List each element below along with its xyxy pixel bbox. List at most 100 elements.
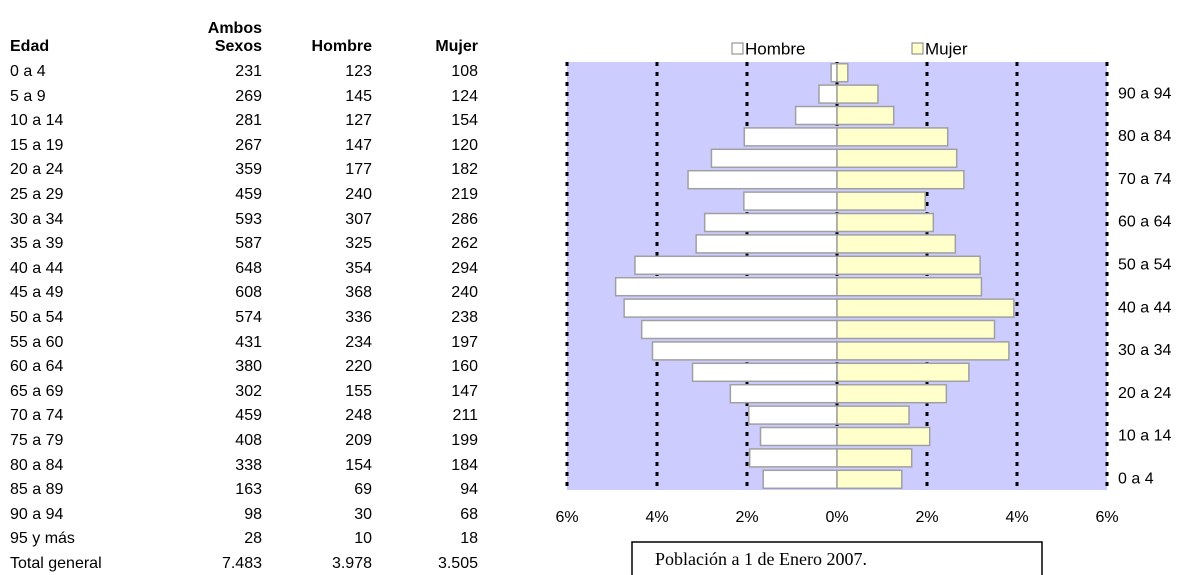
bar xyxy=(836,426,931,447)
row-label: 75 a 79 xyxy=(10,432,64,449)
x-tick-label: 0% xyxy=(825,509,848,526)
table-cell: 219 xyxy=(451,186,478,203)
y-tick-label: 30 a 34 xyxy=(1118,342,1171,359)
bar xyxy=(836,276,983,297)
bar xyxy=(836,362,970,383)
bar xyxy=(836,319,996,340)
table-cell: 459 xyxy=(235,407,262,425)
row-label: 90 a 94 xyxy=(10,505,64,523)
table-cell: 145 xyxy=(345,87,372,105)
table-cell: 3.978 xyxy=(331,555,372,572)
x-tick-label: 4% xyxy=(1005,509,1028,526)
table-cell: 248 xyxy=(345,407,372,425)
legend-label: Mujer xyxy=(925,39,968,58)
table-cell: 325 xyxy=(345,235,372,253)
table-cell: 30 xyxy=(354,505,372,523)
table-cell: 94 xyxy=(460,481,478,499)
table-cell: 184 xyxy=(451,456,478,474)
row-label: 80 a 84 xyxy=(10,456,64,474)
table-cell: 154 xyxy=(451,112,478,130)
bar xyxy=(836,234,957,254)
table-cell: 281 xyxy=(235,112,262,130)
row-label: 40 a 44 xyxy=(10,259,64,277)
bar xyxy=(836,105,895,126)
row-label: 60 a 64 xyxy=(10,358,64,376)
bar xyxy=(623,298,838,318)
table-cell: 10 xyxy=(354,530,372,548)
table-cell: 368 xyxy=(345,284,372,302)
table-cell: 220 xyxy=(345,358,372,376)
x-tick-label: 6% xyxy=(555,509,578,526)
row-label: 95 y más xyxy=(10,530,75,548)
bar xyxy=(762,469,838,490)
table-cell: 98 xyxy=(244,505,262,523)
bar xyxy=(836,469,903,490)
table-cell: 431 xyxy=(235,333,262,351)
x-tick-label: 6% xyxy=(1095,509,1118,526)
bar xyxy=(836,448,913,468)
bar xyxy=(748,448,838,468)
row-label: 65 a 69 xyxy=(10,382,64,400)
y-tick-label: 0 a 4 xyxy=(1118,471,1154,488)
x-tick-label: 2% xyxy=(915,509,938,526)
y-tick-label: 60 a 64 xyxy=(1118,214,1171,231)
table-cell: 7.483 xyxy=(221,555,262,572)
bar xyxy=(836,383,948,404)
bar xyxy=(836,191,926,211)
table-cell: 127 xyxy=(345,112,372,130)
table-cell: 154 xyxy=(345,456,372,474)
table-cell: 459 xyxy=(235,186,262,203)
bar xyxy=(830,62,838,83)
x-tick-label: 2% xyxy=(735,509,758,526)
y-tick-label: 20 a 24 xyxy=(1118,385,1171,402)
table-header: Ambos Sexos xyxy=(207,20,262,55)
table-cell: 123 xyxy=(345,63,372,80)
bar xyxy=(836,405,910,425)
bar xyxy=(818,84,838,104)
table-cell: 608 xyxy=(235,284,262,302)
annotation: Población a 1 de Enero 2007. xyxy=(655,549,867,569)
table-cell: 574 xyxy=(235,309,262,326)
y-tick-label: 90 a 94 xyxy=(1118,85,1171,102)
bar xyxy=(759,426,838,447)
bar xyxy=(614,276,838,297)
row-label: 70 a 74 xyxy=(10,407,64,425)
row-label: 10 a 14 xyxy=(10,112,64,130)
row-label: 25 a 29 xyxy=(10,186,64,203)
table-cell: 262 xyxy=(451,235,478,253)
table-cell: 338 xyxy=(235,456,262,474)
y-tick-label: 10 a 14 xyxy=(1118,428,1171,445)
bar xyxy=(836,169,965,190)
table-cell: 211 xyxy=(452,407,478,425)
bar xyxy=(729,383,838,404)
bar xyxy=(748,405,838,425)
bar xyxy=(836,62,849,83)
annotation-box xyxy=(631,541,1043,575)
table-cell: 197 xyxy=(451,333,478,351)
table-cell: 231 xyxy=(235,63,262,80)
table-cell: 177 xyxy=(345,161,372,179)
y-tick-label: 80 a 84 xyxy=(1118,128,1171,145)
legend-label: Hombre xyxy=(745,39,805,58)
table-cell: 147 xyxy=(345,136,372,154)
row-label: 5 a 9 xyxy=(10,87,46,105)
table-cell: 28 xyxy=(244,530,262,548)
table-cell: 294 xyxy=(451,259,478,277)
row-label: Total general xyxy=(10,555,102,572)
bar xyxy=(836,255,981,276)
bar xyxy=(651,341,838,361)
table-header: Edad xyxy=(10,38,50,55)
bar xyxy=(710,148,838,169)
bar xyxy=(794,105,838,126)
table-cell: 408 xyxy=(235,432,262,449)
bar xyxy=(743,127,838,147)
row-label: 30 a 34 xyxy=(10,210,64,228)
table-cell: 3.505 xyxy=(437,555,478,572)
bar xyxy=(743,191,838,211)
table-cell: 359 xyxy=(235,161,262,179)
bar xyxy=(836,127,949,147)
row-label: 45 a 49 xyxy=(10,284,64,302)
table-cell: 124 xyxy=(451,87,478,105)
row-label: 15 a 19 xyxy=(10,136,64,154)
table-cell: 155 xyxy=(345,382,372,400)
